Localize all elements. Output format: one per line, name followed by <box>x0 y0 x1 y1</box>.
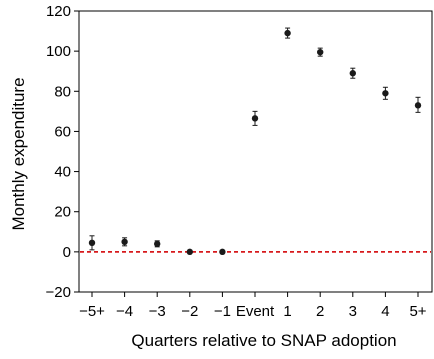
data-point <box>317 48 324 56</box>
x-tick-label: 4 <box>381 303 389 320</box>
data-point-group <box>414 96 422 113</box>
data-point <box>186 248 193 256</box>
data-point-group <box>382 86 389 100</box>
plot-frame-border <box>78 10 433 293</box>
y-tick-label: −20 <box>46 284 71 301</box>
data-point <box>121 238 128 246</box>
data-point-group <box>121 237 128 247</box>
data-point-group <box>88 235 96 251</box>
data-point <box>88 239 96 247</box>
x-axis: −5+ −4 −3 −2 −1 Event 1 2 3 4 5+ <box>79 292 427 320</box>
x-tick-label: 3 <box>349 303 357 320</box>
y-tick-label: 60 <box>54 123 71 140</box>
x-tick-label: −5+ <box>79 303 105 320</box>
y-axis-title: Monthly expenditure <box>9 77 28 230</box>
x-tick-label: −1 <box>214 303 231 320</box>
data-point-group <box>284 27 291 39</box>
y-tick-label: 40 <box>54 164 71 181</box>
data-points <box>88 27 422 256</box>
data-point <box>284 29 291 37</box>
x-tick-label: −2 <box>181 303 198 320</box>
x-tick-label: 1 <box>283 303 291 320</box>
data-point-group <box>154 240 161 248</box>
data-point <box>382 90 389 97</box>
data-point <box>154 240 161 248</box>
data-point-group <box>317 47 324 57</box>
y-tick-label: 100 <box>46 43 71 60</box>
data-point <box>414 102 422 109</box>
x-tick-label: 2 <box>316 303 324 320</box>
x-tick-label: −4 <box>116 303 133 320</box>
y-tick-label: 0 <box>63 244 71 261</box>
y-tick-label: 120 <box>46 3 71 20</box>
data-point-group <box>251 110 259 126</box>
plot-area <box>78 10 433 293</box>
data-point <box>349 70 356 77</box>
y-tick-label: 80 <box>54 83 71 100</box>
y-tick-label: 20 <box>54 204 71 221</box>
y-axis: −20 0 20 40 60 80 100 120 <box>46 3 79 301</box>
data-point <box>219 248 226 256</box>
x-tick-label: 5+ <box>409 303 426 320</box>
x-axis-title: Quarters relative to SNAP adoption <box>131 331 396 350</box>
data-point-group <box>349 67 356 79</box>
x-tick-label: Event <box>236 303 275 320</box>
data-point-group <box>186 248 193 256</box>
data-point-group <box>219 248 226 256</box>
data-point <box>251 115 259 122</box>
x-tick-label: −3 <box>149 303 166 320</box>
